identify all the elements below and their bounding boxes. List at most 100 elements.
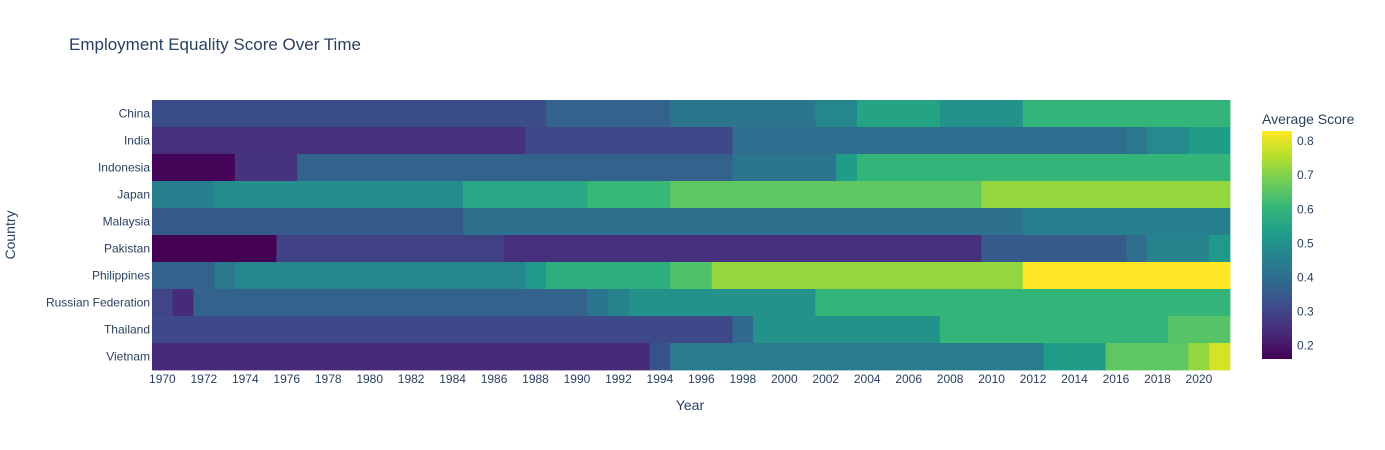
x-tick-label: 2008 [937, 372, 964, 386]
heatmap-cell [732, 127, 1127, 155]
heatmap-cell [1105, 343, 1189, 371]
heatmap-cell [587, 181, 671, 209]
x-tick-label: 1970 [149, 372, 176, 386]
y-tick-label: Malaysia [103, 215, 151, 229]
x-tick-label: 1980 [356, 372, 383, 386]
colorbar-title: Average Score [1262, 111, 1355, 127]
heatmap-cell [1209, 235, 1231, 263]
heatmap-cell [649, 343, 671, 371]
y-axis-title: Country [2, 210, 18, 259]
heatmap-cell [193, 289, 588, 317]
x-axis-tick-labels: 1970 1972 1974 1976 1978 1980 1982 1984 1986 1988… [149, 372, 1213, 386]
x-tick-label: 1988 [522, 372, 549, 386]
colorbar-tick-label: 0.6 [1297, 202, 1314, 216]
heatmap-cell [504, 235, 982, 263]
x-tick-label: 2004 [854, 372, 881, 386]
heatmap-cell [670, 343, 1044, 371]
y-tick-label: India [124, 134, 150, 148]
heatmap-cell [152, 100, 547, 128]
heatmap-cell [152, 127, 526, 155]
heatmap-cell [670, 262, 713, 290]
x-tick-label: 2012 [1020, 372, 1047, 386]
colorbar-tick-label: 0.4 [1297, 270, 1314, 284]
heatmap-cell [462, 181, 588, 209]
heatmap-cell [856, 100, 941, 128]
heatmap-cell [628, 289, 816, 317]
x-axis-title: Year [676, 397, 705, 413]
x-tick-label: 2018 [1144, 372, 1171, 386]
y-tick-label: Russian Federation [46, 296, 150, 310]
heatmap-cell [856, 154, 1231, 182]
heatmap-cell [525, 262, 547, 290]
x-tick-label: 2020 [1186, 372, 1213, 386]
x-tick-label: 1978 [315, 372, 342, 386]
heatmap-cell [732, 316, 754, 344]
heatmap-cell [1167, 316, 1231, 344]
heatmap-cell [1022, 208, 1231, 236]
x-tick-label: 1994 [647, 372, 674, 386]
heatmap-cell [608, 289, 630, 317]
heatmap-cell [1188, 343, 1210, 371]
heatmap-cell [981, 181, 1231, 209]
x-tick-label: 1998 [729, 372, 756, 386]
y-tick-label: Japan [117, 188, 150, 202]
heatmap-cell [152, 235, 277, 263]
heatmap-cell [939, 316, 1169, 344]
heatmap-cell [939, 100, 1024, 128]
heatmap-cell [732, 154, 837, 182]
x-tick-label: 1986 [481, 372, 508, 386]
heatmap-cell [234, 262, 526, 290]
heatmap-cell [152, 181, 215, 209]
heatmap-cell [815, 289, 1231, 317]
heatmap-cell [545, 262, 671, 290]
x-tick-label: 1982 [398, 372, 425, 386]
y-tick-label: Indonesia [98, 161, 150, 175]
heatmap-cell [587, 289, 609, 317]
x-tick-label: 1974 [232, 372, 259, 386]
y-tick-label: Pakistan [104, 242, 150, 256]
y-tick-label: China [119, 107, 151, 121]
heatmap-cell [152, 262, 215, 290]
x-tick-label: 1996 [688, 372, 715, 386]
heatmap-cell [711, 262, 1024, 290]
colorbar-tick-label: 0.8 [1297, 134, 1314, 148]
chart-title: Employment Equality Score Over Time [69, 35, 361, 54]
heatmap-cell [1147, 127, 1189, 155]
heatmap-cell [815, 100, 858, 128]
y-tick-label: Philippines [92, 269, 150, 283]
heatmap-cell [1188, 127, 1231, 155]
heatmap-cell [1043, 343, 1107, 371]
colorbar-tick-label: 0.7 [1297, 168, 1314, 182]
heatmap-cell [1126, 127, 1148, 155]
x-tick-label: 2014 [1061, 372, 1088, 386]
heatmap-cell [670, 100, 816, 128]
x-tick-label: 2000 [771, 372, 798, 386]
colorbar-tick-label: 0.5 [1297, 236, 1314, 250]
heatmap-cell [214, 262, 236, 290]
y-axis-tick-labels: China India Indonesia Japan Malaysia Pakistan… [46, 107, 150, 364]
x-tick-label: 1990 [564, 372, 591, 386]
heatmap-cell [152, 154, 236, 182]
colorbar-tick-label: 0.3 [1297, 304, 1314, 318]
heatmap-cell [152, 208, 464, 236]
heatmap-cell [234, 154, 298, 182]
heatmap-cell [753, 316, 941, 344]
x-tick-label: 1992 [605, 372, 632, 386]
heatmap-cell [462, 208, 1024, 236]
heatmap-cell [1147, 235, 1210, 263]
heatmap-cell [152, 343, 650, 371]
x-tick-label: 2010 [978, 372, 1005, 386]
colorbar-tick-label: 0.2 [1297, 338, 1314, 352]
x-tick-label: 2002 [812, 372, 839, 386]
colorbar [1262, 131, 1292, 359]
heatmap-cell [276, 235, 505, 263]
heatmap-cell [172, 289, 194, 317]
colorbar-tick-labels: 0.2 0.3 0.4 0.5 0.6 0.7 0.8 [1297, 134, 1314, 352]
heatmap-cells [152, 100, 1231, 371]
heatmap-cell [297, 154, 733, 182]
heatmap-cell [1022, 100, 1231, 128]
heatmap-cell [1022, 262, 1231, 290]
heatmap-cell [152, 316, 733, 344]
heatmap-cell [545, 100, 671, 128]
